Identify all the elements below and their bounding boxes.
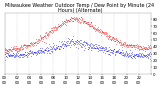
Text: Milwaukee Weather Outdoor Temp / Dew Point by Minute (24 Hours) (Alternate): Milwaukee Weather Outdoor Temp / Dew Poi…: [5, 3, 155, 13]
